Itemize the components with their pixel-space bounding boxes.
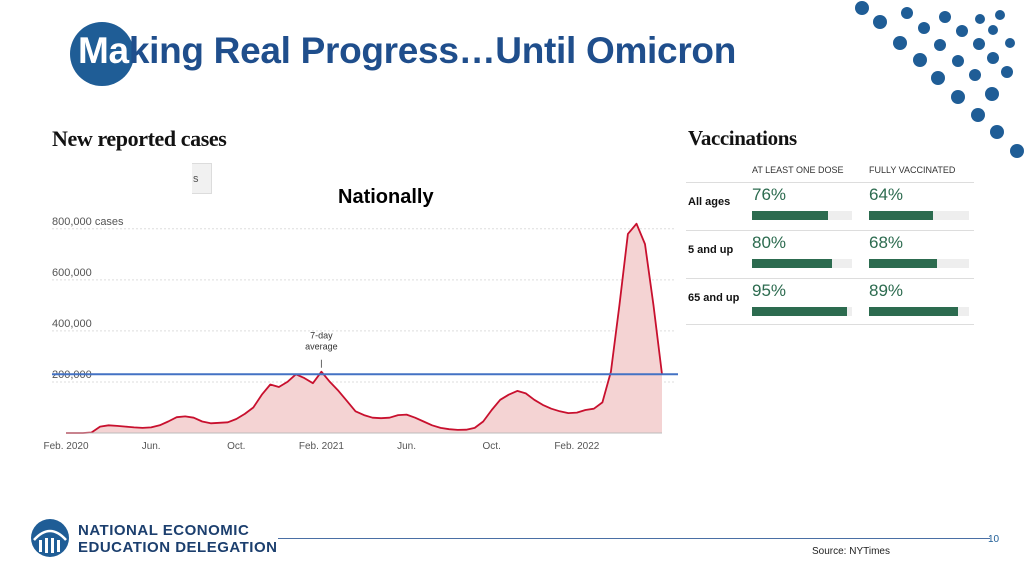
row-label: 65 and up [688,292,740,304]
vacc-row-65-and-up: 65 and up 95% 89% [686,278,974,327]
full-bar [869,307,969,316]
need-logo-icon [31,519,69,557]
x-tick-label: Feb. 2021 [299,441,344,452]
cases-area [66,223,662,433]
x-tick-label: Feb. 2020 [43,441,88,452]
source-note: Source: NYTimes [812,546,890,557]
org-name-line-2: EDUCATION DELEGATION [78,539,278,556]
full-bar-fill [869,259,937,268]
full-pct: 89% [869,281,904,300]
one-dose-bar-fill [752,211,828,220]
x-tick-label: Feb. 2022 [554,441,599,452]
full-pct: 68% [869,233,904,252]
one-dose-bar-fill [752,259,832,268]
decorative-dot-pattern [855,1,1024,158]
nationally-label: Nationally [338,186,434,208]
row-label: 5 and up [688,244,734,256]
y-tick-label: 800,000 cases [52,216,124,228]
cases-heading: New reported cases [52,126,227,151]
x-tick-label: Jun. [142,441,161,452]
one-dose-bar [752,211,852,220]
col-header-fully-vaccinated: FULLY VACCINATED [869,165,956,175]
x-tick-label: Oct. [483,441,501,452]
y-tick-label: 600,000 [52,267,92,279]
page-number: 10 [988,534,1000,545]
title-initial-letters: Ma [78,30,129,71]
full-bar-fill [869,211,933,220]
org-name: NATIONAL ECONOMIC EDUCATION DELEGATION [78,522,277,556]
title-rest: king Real Progress…Until Omicron [128,30,737,71]
x-tick-labels: Feb. 2020 Jun. Oct. Feb. 2021 Jun. Oct. Feb. 2… [43,441,599,452]
full-bar [869,211,969,220]
full-bar-fill [869,307,958,316]
x-tick-label: Jun. [397,441,416,452]
full-pct: 64% [869,185,904,204]
annotation-average: average [305,342,338,352]
chart-toggle-tab[interactable]: s [192,163,212,194]
footer-rule [278,538,990,539]
col-header-one-dose: AT LEAST ONE DOSE [752,165,844,175]
vacc-row-5-and-up: 5 and up 80% 68% [686,230,974,279]
slide-title: Making Real Progress…Until Omicron [78,30,736,72]
title-accent-circle [70,22,134,86]
one-dose-pct: 95% [752,281,787,300]
one-dose-bar-fill [752,307,847,316]
cases-line [66,222,663,434]
one-dose-pct: 76% [752,185,787,204]
row-label: All ages [688,196,731,208]
vacc-table-bottom-rule [686,324,974,325]
org-name-line-1: NATIONAL ECONOMIC [78,522,250,539]
annotation-7-day: 7-day [310,331,333,341]
one-dose-bar [752,259,852,268]
x-tick-label: Oct. [227,441,245,452]
vaccinations-heading: Vaccinations [688,126,797,150]
vacc-row-all-ages: All ages 76% 64% [686,182,974,231]
one-dose-pct: 80% [752,233,787,252]
chart-gridlines [52,228,676,383]
full-bar [869,259,969,268]
y-tick-label: 400,000 [52,318,92,330]
one-dose-bar [752,307,852,316]
